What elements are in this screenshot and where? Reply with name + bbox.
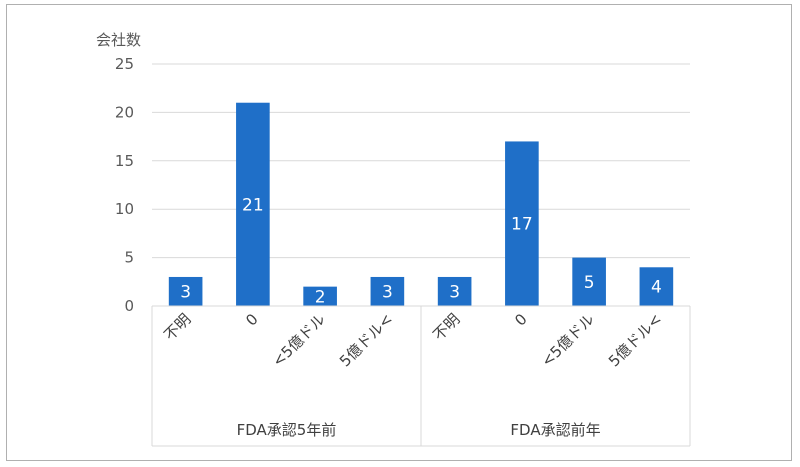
y-tick-label: 0: [124, 297, 134, 315]
data-label: 2: [315, 287, 326, 307]
category-label: 5億ドル<: [605, 310, 665, 370]
y-tick-label: 5: [124, 249, 134, 267]
data-label: 3: [382, 282, 393, 302]
bar: [303, 286, 337, 306]
data-label: 21: [242, 195, 264, 215]
gridlines: [152, 63, 690, 259]
y-tick-label: 15: [115, 152, 134, 170]
y-tick-label: 10: [115, 200, 134, 218]
data-labels: 3 21 2 3 3 17 5 4: [180, 195, 662, 307]
data-label: 4: [651, 278, 662, 298]
category-label: 5億ドル<: [336, 310, 396, 370]
category-label: 不明: [430, 310, 464, 344]
bar: [572, 257, 606, 306]
group-label: FDA承認5年前: [237, 421, 337, 439]
data-label: 5: [584, 273, 595, 293]
chart-frame: [6, 4, 792, 461]
x-axis: [151, 305, 691, 447]
category-label: 不明: [161, 310, 195, 344]
y-tick-label: 25: [115, 55, 134, 73]
bar: [370, 276, 405, 306]
group-labels: FDA承認5年前 FDA承認前年: [237, 421, 601, 439]
bars: [168, 102, 674, 306]
group-label: FDA承認前年: [510, 421, 600, 439]
data-label: 3: [180, 282, 191, 302]
category-label: 0: [242, 310, 261, 329]
y-axis-ticks: 0 5 10 15 20 25: [115, 55, 134, 315]
data-label: 3: [449, 282, 460, 302]
category-label: 0: [511, 310, 530, 329]
bar: [437, 276, 472, 306]
bar: [168, 276, 203, 306]
category-label: <5億ドル: [538, 310, 598, 370]
y-tick-label: 20: [115, 103, 134, 121]
bar: [236, 102, 270, 306]
data-label: 17: [511, 215, 533, 235]
y-axis-label: 会社数: [96, 31, 141, 49]
category-label: <5億ドル: [269, 310, 329, 370]
bar: [639, 267, 674, 306]
bar: [505, 141, 539, 306]
category-labels: 不明 0 <5億ドル 5億ドル< 不明 0 <5億ドル 5億ドル<: [161, 310, 666, 370]
